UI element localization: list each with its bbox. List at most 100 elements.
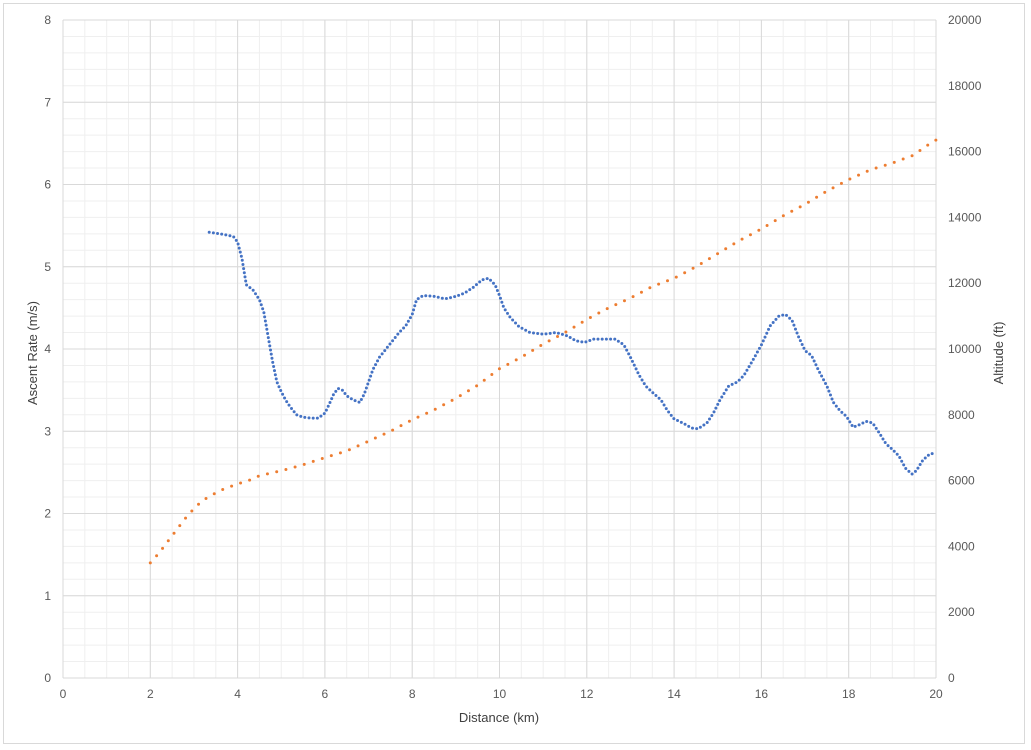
data-point: [622, 299, 626, 303]
data-point: [320, 456, 324, 460]
data-point: [698, 425, 702, 429]
data-point: [790, 209, 794, 213]
data-point: [275, 381, 279, 385]
data-point: [777, 314, 781, 318]
data-point: [568, 336, 572, 340]
data-point: [497, 292, 501, 296]
y-tick-label: 0: [44, 671, 51, 685]
data-point: [216, 231, 220, 235]
data-point: [743, 372, 747, 376]
data-point: [311, 416, 315, 420]
data-point: [584, 340, 588, 344]
data-point: [740, 237, 744, 241]
data-point: [506, 362, 510, 366]
data-point: [228, 234, 232, 238]
data-point: [299, 414, 303, 418]
data-point: [266, 336, 270, 340]
data-point: [926, 453, 930, 457]
data-point: [412, 308, 416, 312]
data-point: [850, 423, 854, 427]
data-point: [732, 242, 736, 246]
y-tick-label: 6: [44, 178, 51, 192]
data-point: [471, 285, 475, 289]
data-point: [272, 364, 276, 368]
data-point: [843, 413, 847, 417]
data-point: [722, 391, 726, 395]
data-point: [524, 328, 528, 332]
data-point: [241, 262, 245, 266]
data-point: [716, 402, 720, 406]
data-point: [245, 283, 249, 287]
data-point: [349, 397, 353, 401]
data-point: [232, 235, 236, 239]
data-point: [413, 304, 417, 308]
data-point: [506, 311, 510, 315]
data-point: [220, 232, 224, 236]
data-point: [740, 375, 744, 379]
major-gridlines: [62, 19, 937, 679]
data-point: [815, 195, 819, 199]
data-point: [224, 233, 228, 237]
data-point: [620, 342, 624, 346]
data-point: [221, 488, 225, 492]
data-point: [792, 323, 796, 327]
data-point: [556, 331, 560, 335]
data-point: [402, 326, 406, 330]
y2-tick-label: 14000: [948, 210, 982, 224]
data-point: [795, 331, 799, 335]
data-point: [347, 448, 351, 452]
data-point: [930, 452, 934, 456]
data-point: [848, 420, 852, 424]
data-point: [503, 308, 507, 312]
data-point: [757, 346, 761, 350]
data-point: [609, 337, 613, 341]
data-point: [636, 371, 640, 375]
data-point: [642, 382, 646, 386]
data-point: [367, 378, 371, 382]
data-point: [464, 290, 468, 294]
data-point: [293, 465, 297, 469]
data-point: [683, 271, 687, 275]
data-point: [768, 324, 772, 328]
data-point: [275, 470, 279, 474]
data-point: [712, 410, 716, 414]
data-point: [604, 337, 608, 341]
data-point: [823, 190, 827, 194]
y2-axis-title: Altitude (ft): [991, 322, 1006, 385]
data-point: [520, 326, 524, 330]
data-point: [237, 246, 241, 250]
data-point: [556, 334, 560, 338]
data-point: [365, 440, 369, 444]
data-point: [580, 340, 584, 344]
data-point: [662, 403, 666, 407]
data-point: [716, 252, 720, 256]
data-point: [269, 348, 273, 352]
data-point: [338, 451, 342, 455]
y2-tick-label: 2000: [948, 605, 975, 619]
data-point: [904, 467, 908, 471]
data-point: [790, 319, 794, 323]
data-point: [918, 149, 922, 153]
data-point: [404, 323, 408, 327]
data-point: [683, 422, 687, 426]
data-point: [710, 413, 714, 417]
x-axis-title: Distance (km): [459, 710, 539, 725]
data-point: [907, 469, 911, 473]
data-point: [331, 393, 335, 397]
data-point: [272, 369, 276, 373]
data-point: [393, 335, 397, 339]
data-point: [442, 403, 446, 407]
data-point: [910, 472, 914, 476]
data-point: [640, 378, 644, 382]
data-point: [923, 456, 927, 460]
data-point: [564, 334, 568, 338]
data-point: [825, 385, 829, 389]
data-point: [468, 288, 472, 292]
y2-tick-label: 12000: [948, 276, 982, 290]
data-point: [726, 384, 730, 388]
data-point: [676, 419, 680, 423]
data-point: [765, 223, 769, 227]
data-point: [466, 389, 470, 393]
data-point: [337, 387, 341, 391]
data-point: [916, 466, 920, 470]
